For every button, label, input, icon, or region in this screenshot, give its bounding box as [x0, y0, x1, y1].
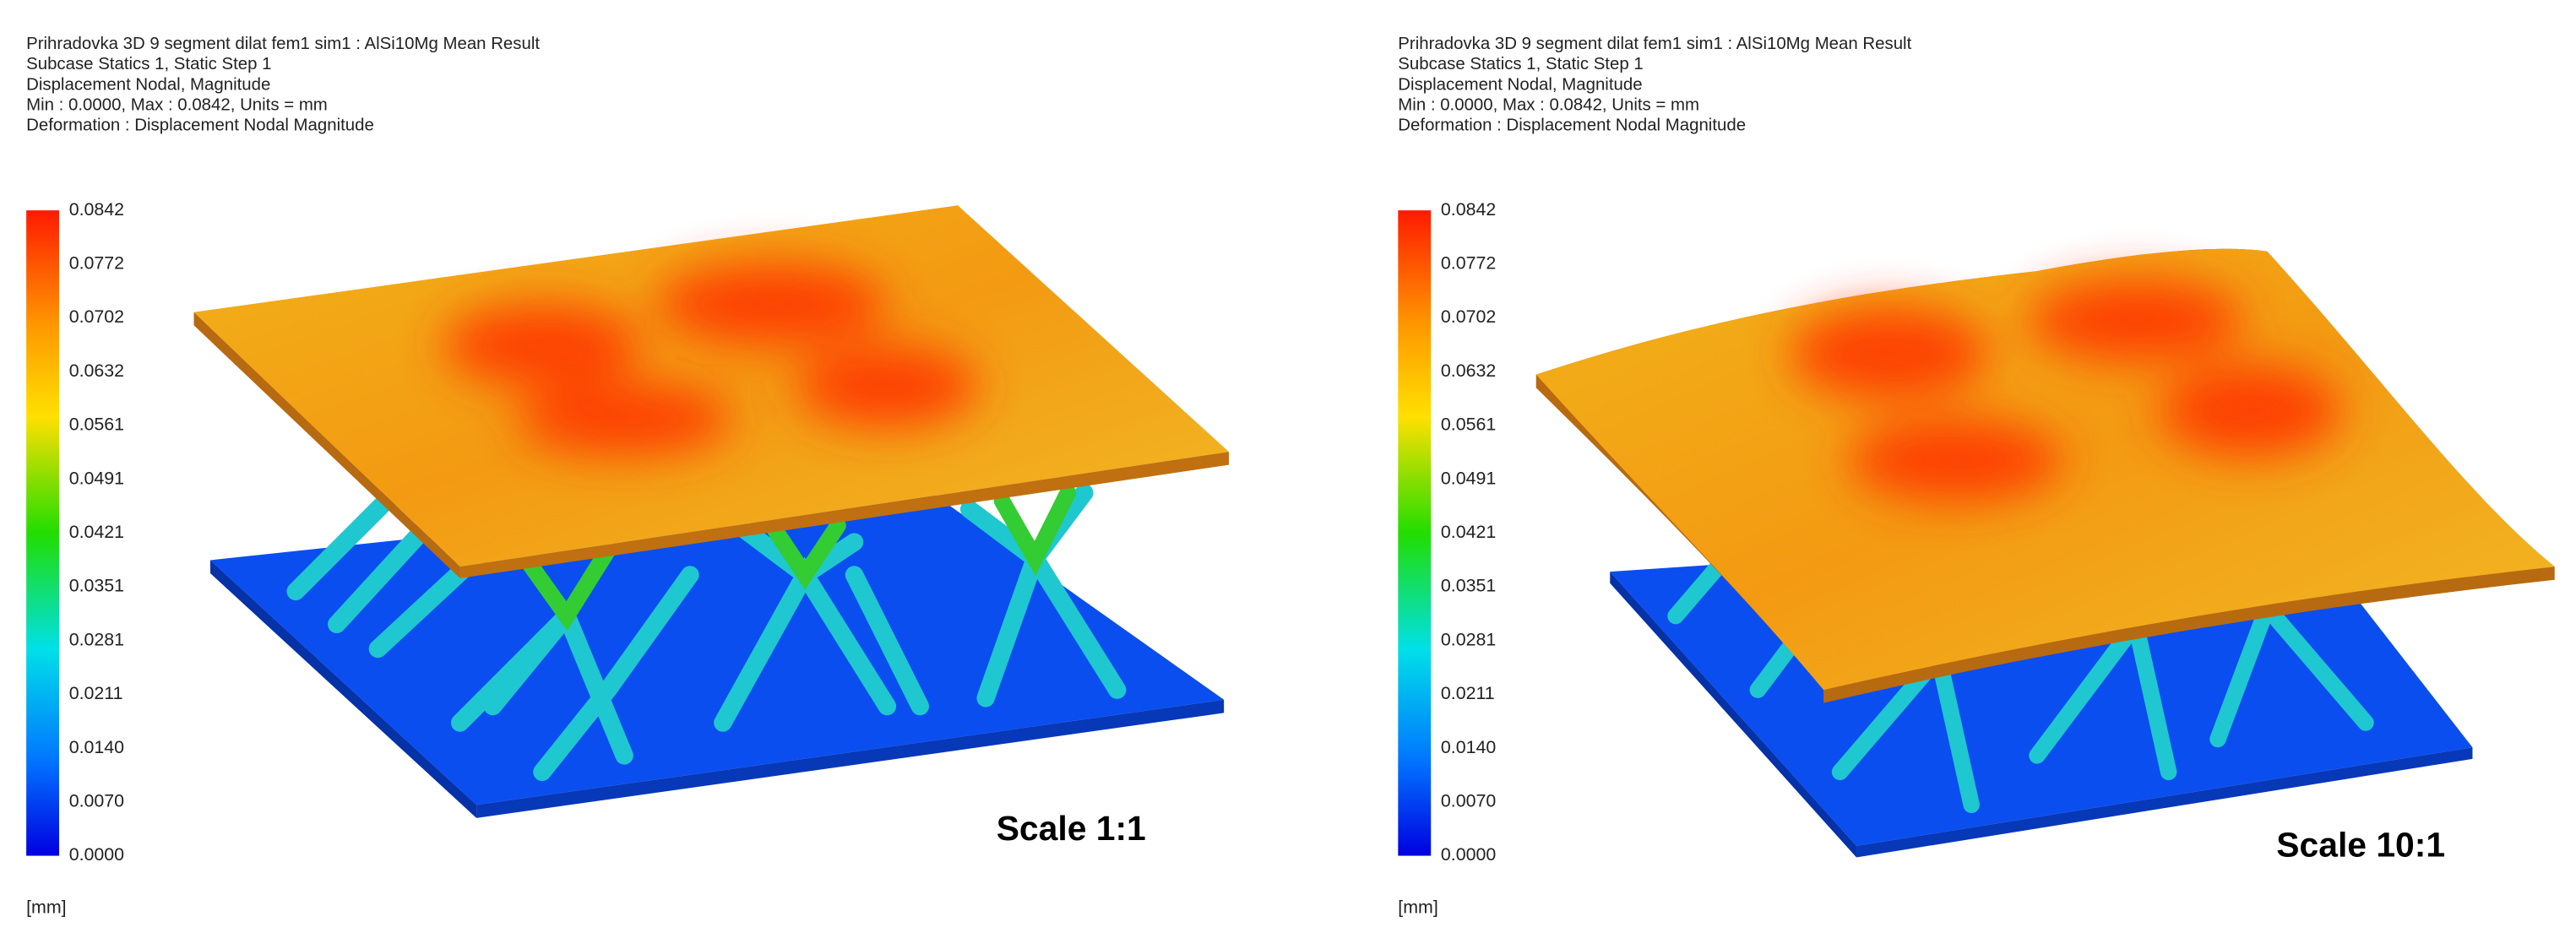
- legend-label: 0.0351: [1441, 576, 1496, 596]
- header-line: Subcase Statics 1, Static Step 1: [1398, 55, 1643, 73]
- legend-label: 0.0561: [69, 415, 124, 435]
- header-line: Min : 0.0000, Max : 0.0842, Units = mm: [1398, 95, 1699, 114]
- header-line: Displacement Nodal, Magnitude: [26, 75, 270, 94]
- header-line: Subcase Statics 1, Static Step 1: [26, 55, 271, 73]
- legend-label: 0.0702: [69, 306, 124, 327]
- legend-label: 0.0281: [69, 629, 124, 649]
- header-line: Prihradovka 3D 9 segment dilat fem1 sim1…: [26, 35, 540, 53]
- legend-label: 0.0421: [69, 522, 124, 542]
- legend-label: 0.0491: [69, 468, 124, 488]
- legend-label: 0.0000: [69, 844, 124, 865]
- legend-unit: [mm]: [26, 897, 66, 917]
- legend-label: 0.0632: [1441, 361, 1496, 381]
- legend-label: 0.0772: [69, 252, 124, 273]
- legend-label: 0.0491: [1441, 468, 1496, 488]
- header-line: Deformation : Displacement Nodal Magnitu…: [26, 117, 374, 135]
- panel: Prihradovka 3D 9 segment dilat fem1 sim1…: [26, 35, 1229, 917]
- legend-label: 0.0281: [1441, 629, 1496, 649]
- model: [1535, 248, 2555, 858]
- color-bar: [26, 210, 60, 856]
- legend-unit: [mm]: [1398, 897, 1438, 917]
- legend-label: 0.0421: [1441, 522, 1496, 542]
- legend-label: 0.0561: [1441, 415, 1496, 435]
- header-line: Prihradovka 3D 9 segment dilat fem1 sim1…: [1398, 35, 1911, 53]
- model: [193, 205, 1229, 818]
- header-line: Min : 0.0000, Max : 0.0842, Units = mm: [26, 95, 328, 114]
- legend-label: 0.0842: [1441, 199, 1496, 220]
- header-line: Displacement Nodal, Magnitude: [1398, 75, 1642, 94]
- header-line: Deformation : Displacement Nodal Magnitu…: [1398, 117, 1746, 135]
- legend-label: 0.0842: [69, 199, 124, 220]
- legend-label: 0.0211: [1441, 683, 1495, 703]
- legend-label: 0.0140: [69, 737, 124, 757]
- legend-label: 0.0070: [69, 791, 124, 811]
- scale-label: Scale 10:1: [2276, 826, 2445, 865]
- color-bar: [1398, 210, 1432, 856]
- legend-label: 0.0211: [69, 683, 123, 703]
- scale-label: Scale 1:1: [997, 809, 1146, 848]
- legend-label: 0.0772: [1441, 252, 1496, 273]
- legend-label: 0.0702: [1441, 306, 1496, 327]
- legend-label: 0.0351: [69, 576, 124, 596]
- legend-label: 0.0632: [69, 361, 124, 381]
- legend-label: 0.0070: [1441, 791, 1496, 811]
- legend-label: 0.0140: [1441, 737, 1496, 757]
- legend-label: 0.0000: [1441, 844, 1496, 865]
- panel: Prihradovka 3D 9 segment dilat fem1 sim1…: [1398, 35, 2555, 917]
